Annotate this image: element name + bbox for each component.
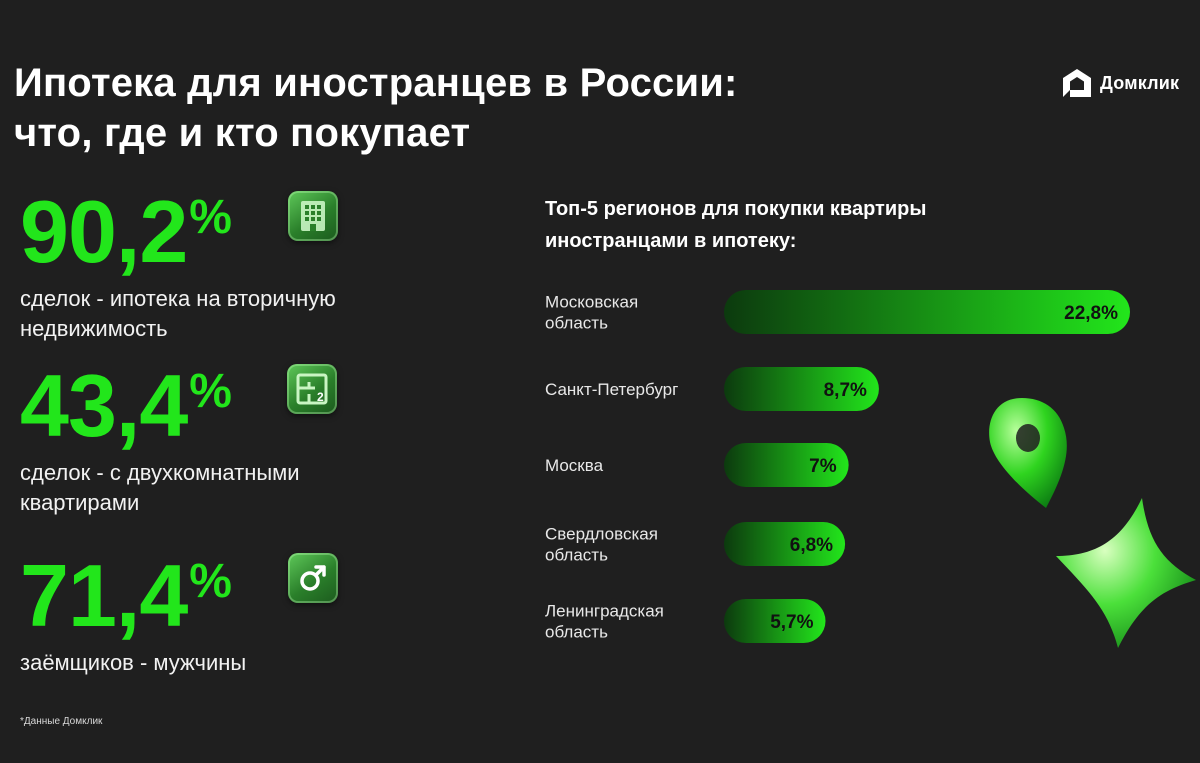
stat-description: сделок - с двухкомнатными квартирами (20, 458, 300, 518)
stat-number: 90,2 (20, 182, 188, 281)
bar-2 (724, 367, 879, 411)
stat-value: 43,4% (20, 362, 300, 450)
title-line-1: Ипотека для иностранцев в России: (14, 61, 738, 105)
chart-title-line: Топ-5 регионов для покупки квартиры (545, 198, 927, 220)
footnote: *Данные Домклик (20, 716, 103, 727)
stat-male-borrowers: 71,4% заёмщиков - мужчины (20, 552, 246, 678)
bar-value-label: 5,7% (770, 612, 813, 633)
male-icon (288, 553, 338, 603)
stat-value: 90,2% (20, 188, 336, 276)
stat-desc-line: заёмщиков - мужчины (20, 650, 247, 675)
stat-number: 43,4 (20, 356, 188, 455)
building-icon (288, 191, 338, 241)
svg-text:2: 2 (317, 390, 324, 404)
chart-title-line: иностранцами в ипотеку: (545, 230, 797, 252)
stat-number: 71,4 (20, 546, 188, 645)
house-logo-icon (1063, 69, 1091, 97)
domclick-logo: Домклик (1060, 66, 1179, 100)
stat-description: сделок - ипотека на вторичную недвижимос… (20, 284, 336, 344)
stat-description: заёмщиков - мужчины (20, 648, 246, 678)
category-label: область (545, 623, 608, 642)
bar-3 (724, 443, 849, 487)
category-label: Свердловская (545, 525, 658, 544)
brand-name: Домклик (1100, 72, 1180, 93)
category-label: Ленинградская (545, 602, 664, 621)
stat-unit: % (189, 365, 232, 418)
stat-two-room: 43,4% сделок - с двухкомнатными квартира… (20, 362, 300, 518)
category-label: Санкт-Петербург (545, 380, 678, 399)
title-line-2: что, где и кто покупает (14, 111, 471, 155)
bar-1 (724, 290, 1130, 334)
map-pin-icon (989, 398, 1067, 508)
bar-value-label: 6,8% (790, 535, 833, 556)
chart-title: Топ-5 регионов для покупки квартиры инос… (545, 193, 926, 257)
stat-desc-line: квартирами (20, 490, 140, 515)
bar-5 (724, 599, 826, 643)
stat-unit: % (189, 555, 232, 608)
bar-value-label: 7% (809, 456, 837, 477)
category-label: область (545, 546, 608, 565)
stat-value: 71,4% (20, 552, 246, 640)
stat-desc-line: сделок - ипотека на вторичную (20, 286, 336, 311)
category-label: Москва (545, 456, 604, 475)
bar-4 (724, 522, 846, 566)
stat-desc-line: сделок - с двухкомнатными (20, 460, 300, 485)
stat-desc-line: недвижимость (20, 316, 168, 341)
bar-value-label: 8,7% (824, 380, 867, 401)
category-label: Московская (545, 293, 638, 312)
stat-secondary-housing: 90,2% сделок - ипотека на вторичную недв… (20, 188, 336, 344)
category-label: область (545, 314, 608, 333)
floorplan-icon: 2 (287, 364, 337, 414)
stat-unit: % (189, 191, 232, 244)
page-title: Ипотека для иностранцев в России: что, г… (14, 58, 738, 158)
bar-value-label: 22,8% (1064, 303, 1118, 324)
star-icon (1056, 498, 1196, 648)
